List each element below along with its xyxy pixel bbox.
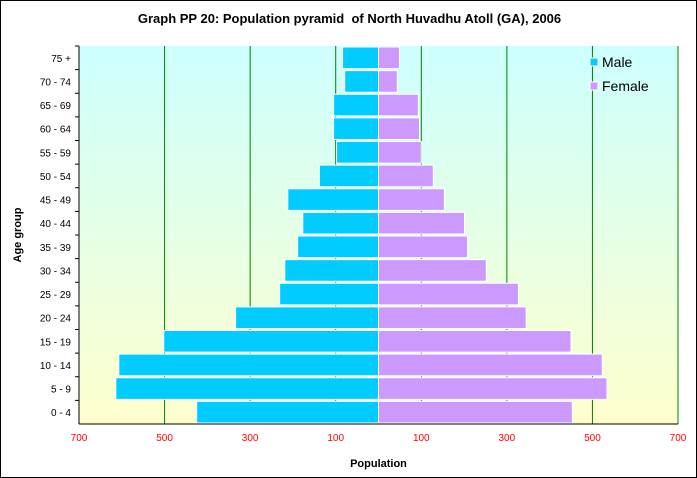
male-bar <box>279 282 380 306</box>
male-bar <box>235 306 379 329</box>
y-tick-label: 75 + <box>51 54 71 65</box>
x-axis-title: Population <box>350 458 407 470</box>
male-bar <box>287 188 379 211</box>
male-bar <box>115 377 379 400</box>
legend-swatch <box>589 57 599 67</box>
y-axis-title: Age group <box>12 207 24 262</box>
legend-swatch <box>589 81 599 91</box>
y-tick-label: 25 - 29 <box>40 290 72 301</box>
male-bar <box>118 353 379 377</box>
y-tick-label: 40 - 44 <box>40 219 72 230</box>
chart-title: Graph PP 20: Population pyramid of North… <box>137 11 562 26</box>
female-bar <box>378 211 465 235</box>
y-tick-label: 5 - 9 <box>51 385 71 396</box>
y-tick-label: 20 - 24 <box>40 314 72 325</box>
female-bar <box>378 400 573 424</box>
y-tick-label: 65 - 69 <box>40 101 72 112</box>
x-tick-label: 500 <box>584 433 601 444</box>
y-tick-label: 60 - 64 <box>40 125 72 136</box>
y-tick-label: 50 - 54 <box>40 172 72 183</box>
y-tick-label: 15 - 19 <box>40 337 72 348</box>
x-tick-label: 100 <box>327 433 344 444</box>
x-tick-label: 700 <box>670 433 687 444</box>
y-tick-label: 70 - 74 <box>40 77 72 88</box>
y-tick-label: 35 - 39 <box>40 243 72 254</box>
male-bar <box>342 46 379 70</box>
female-bar <box>378 117 421 140</box>
female-bar <box>378 259 487 282</box>
y-tick-label: 30 - 34 <box>40 266 72 277</box>
female-bar <box>378 141 422 164</box>
y-tick-label: 10 - 14 <box>40 361 72 372</box>
female-bar <box>378 282 519 306</box>
legend-label: Male <box>602 54 633 70</box>
female-bar <box>378 306 527 329</box>
female-bar <box>378 188 445 211</box>
x-tick-label: 300 <box>242 433 259 444</box>
x-tick-label: 300 <box>499 433 516 444</box>
female-bar <box>378 70 398 93</box>
y-tick-label: 0 - 4 <box>51 408 71 419</box>
legend-label: Female <box>602 78 649 94</box>
male-bar <box>196 400 379 424</box>
female-bar <box>378 235 468 259</box>
male-bar <box>297 235 380 259</box>
female-bar <box>378 164 434 188</box>
male-bar <box>336 141 380 164</box>
male-bar <box>344 70 379 93</box>
female-bar <box>378 46 400 70</box>
female-bar <box>378 377 608 400</box>
male-bar <box>333 117 380 140</box>
male-bar <box>302 211 379 235</box>
female-bar <box>378 353 603 377</box>
x-tick-label: 500 <box>156 433 173 444</box>
y-tick-label: 45 - 49 <box>40 196 72 207</box>
x-tick-label: 100 <box>413 433 430 444</box>
male-bar <box>284 259 379 282</box>
male-bar <box>333 93 380 117</box>
female-bar <box>378 93 419 117</box>
male-bar <box>318 164 380 188</box>
male-bar <box>163 330 379 353</box>
x-tick-label: 700 <box>71 433 88 444</box>
female-bar <box>378 330 572 353</box>
y-tick-label: 55 - 59 <box>40 148 72 159</box>
